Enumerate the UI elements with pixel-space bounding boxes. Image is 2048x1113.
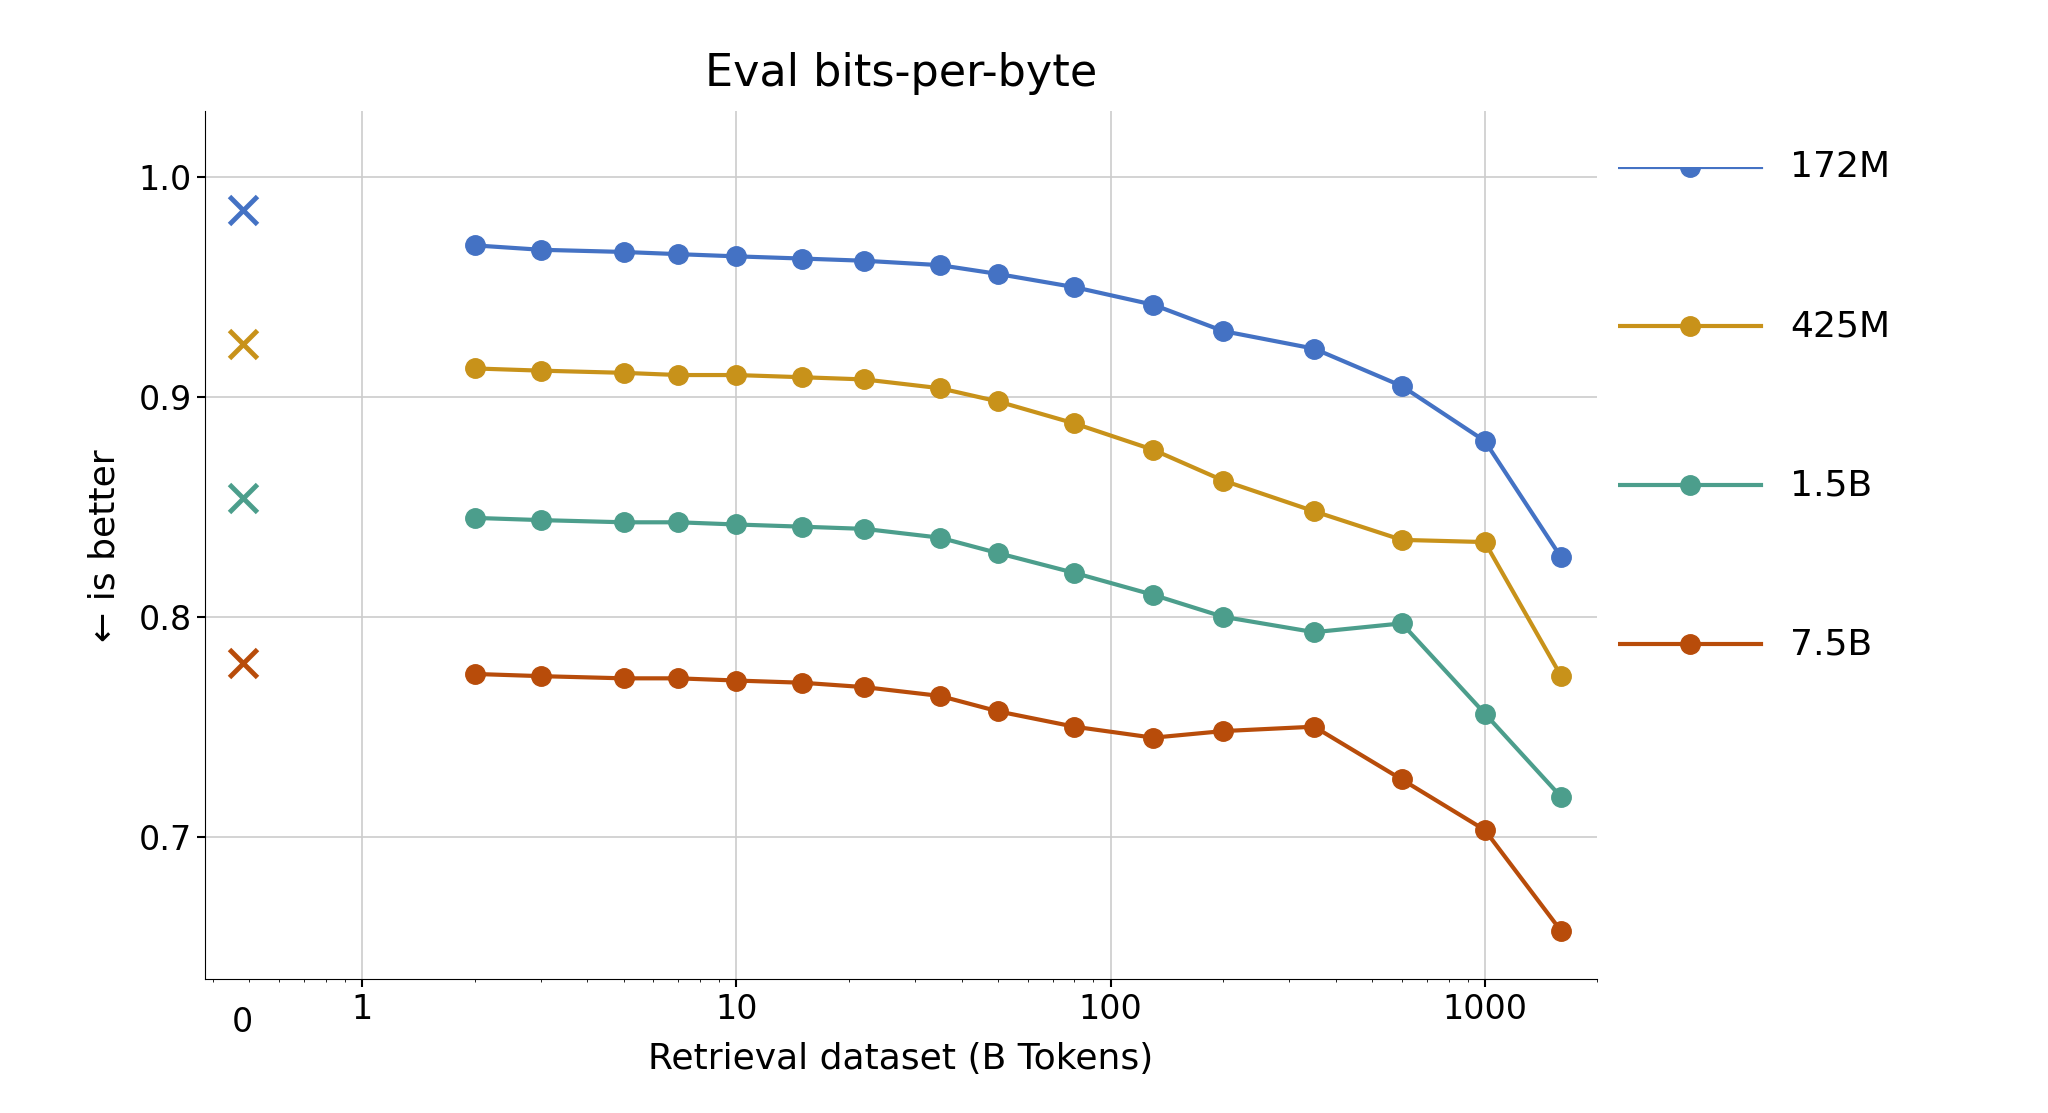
X-axis label: Retrieval dataset (B Tokens): Retrieval dataset (B Tokens) [649,1042,1153,1076]
425M [1389,533,1413,546]
1.5B [1210,610,1235,623]
172M [1548,551,1573,564]
7.5B [852,680,877,693]
172M [1063,280,1087,294]
1.5B [1063,567,1087,580]
172M [1303,342,1327,355]
425M [528,364,553,377]
Text: 7.5B: 7.5B [1790,628,1872,661]
425M [1210,474,1235,487]
425M [852,373,877,386]
7.5B [666,671,690,684]
1.5B [666,515,690,529]
Text: 0: 0 [231,1006,254,1038]
1.5B [791,520,815,533]
7.5B [1303,720,1327,733]
7.5B [612,671,637,684]
Line: 172M: 172M [465,236,1571,568]
172M [1210,324,1235,337]
425M [725,368,750,382]
1.5B [528,513,553,526]
Text: 172M: 172M [1790,150,1890,184]
425M [928,382,952,395]
Text: 1.5B: 1.5B [1790,469,1872,502]
1.5B [463,511,487,524]
172M [985,267,1010,280]
1.5B [1473,707,1497,720]
Line: 425M: 425M [465,358,1571,686]
425M [1303,504,1327,518]
7.5B [985,705,1010,718]
425M [791,371,815,384]
425M [612,366,637,380]
172M [463,238,487,252]
425M [666,368,690,382]
172M [852,254,877,267]
425M [1141,443,1165,456]
172M [1473,434,1497,447]
7.5B [463,668,487,681]
1.5B [1389,617,1413,630]
1.5B [725,518,750,531]
Title: Eval bits-per-byte: Eval bits-per-byte [705,52,1098,96]
1.5B [985,546,1010,560]
1.5B [1141,588,1165,601]
172M [725,249,750,263]
Y-axis label: ← is better: ← is better [88,449,121,642]
172M [528,243,553,256]
7.5B [725,673,750,687]
Line: 1.5B: 1.5B [465,509,1571,807]
Text: 425M: 425M [1790,309,1890,343]
1.5B [928,531,952,544]
7.5B [1548,925,1573,938]
172M [666,247,690,260]
425M [463,362,487,375]
7.5B [791,676,815,689]
1.5B [1303,626,1327,639]
7.5B [1141,731,1165,745]
172M [1141,298,1165,312]
1.5B [612,515,637,529]
172M [612,245,637,258]
172M [928,258,952,272]
7.5B [928,689,952,702]
425M [1548,669,1573,682]
172M [791,252,815,265]
Line: 7.5B: 7.5B [465,664,1571,940]
7.5B [528,669,553,682]
7.5B [1063,720,1087,733]
425M [985,395,1010,408]
1.5B [852,522,877,535]
1.5B [1548,790,1573,804]
7.5B [1473,824,1497,837]
7.5B [1389,772,1413,786]
425M [1063,416,1087,430]
425M [1473,535,1497,549]
7.5B [1210,725,1235,738]
172M [1389,380,1413,393]
